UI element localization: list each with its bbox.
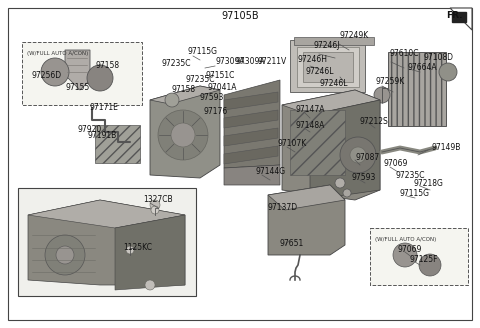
Text: (W/FULL AUTO A/CON): (W/FULL AUTO A/CON) <box>27 51 88 56</box>
Text: 97610C: 97610C <box>389 49 419 57</box>
Text: 97309A: 97309A <box>216 57 246 67</box>
Polygon shape <box>450 8 472 30</box>
Text: 97148A: 97148A <box>296 121 325 131</box>
Bar <box>370 228 468 285</box>
Text: 97151C: 97151C <box>206 71 235 79</box>
Text: 97108D: 97108D <box>423 53 453 63</box>
Bar <box>290 110 345 175</box>
Text: 97105B: 97105B <box>221 11 259 21</box>
Text: 97651: 97651 <box>280 238 304 248</box>
Text: 97249K: 97249K <box>340 31 369 39</box>
Text: 97144G: 97144G <box>256 168 286 176</box>
Circle shape <box>158 110 208 160</box>
Text: 97147A: 97147A <box>295 106 324 114</box>
Circle shape <box>165 93 179 107</box>
Text: 97235C: 97235C <box>185 74 215 84</box>
Text: 97246H: 97246H <box>298 54 328 64</box>
Text: 97664A: 97664A <box>408 64 438 72</box>
Text: 97246L: 97246L <box>320 79 348 89</box>
Circle shape <box>350 147 366 163</box>
Text: 1125KC: 1125KC <box>123 242 152 252</box>
Text: 1327CB: 1327CB <box>143 195 173 204</box>
Text: 97155: 97155 <box>66 84 90 92</box>
Circle shape <box>335 178 345 188</box>
Text: (W/FULL AUTO A/CON): (W/FULL AUTO A/CON) <box>375 237 436 242</box>
Text: 97218G: 97218G <box>413 178 443 188</box>
Circle shape <box>340 137 376 173</box>
Polygon shape <box>224 92 278 110</box>
Text: 97246J: 97246J <box>313 42 339 51</box>
Text: 97041A: 97041A <box>208 83 238 92</box>
Circle shape <box>87 65 113 91</box>
Text: 97069: 97069 <box>383 159 408 169</box>
Circle shape <box>150 200 160 210</box>
Text: 97235C: 97235C <box>162 58 192 68</box>
Circle shape <box>151 206 159 214</box>
Text: 97309A: 97309A <box>236 57 265 67</box>
Polygon shape <box>115 215 185 290</box>
Bar <box>95 125 140 163</box>
Bar <box>303 52 353 82</box>
Text: 97593: 97593 <box>352 174 376 182</box>
Circle shape <box>374 87 390 103</box>
Polygon shape <box>452 12 466 22</box>
Bar <box>22 42 142 105</box>
Circle shape <box>439 63 457 81</box>
Polygon shape <box>224 80 280 168</box>
Text: 97593: 97593 <box>200 93 224 102</box>
Circle shape <box>145 280 155 290</box>
Bar <box>297 47 359 87</box>
Polygon shape <box>268 185 345 255</box>
Text: 97191B: 97191B <box>88 131 117 139</box>
Polygon shape <box>224 165 280 185</box>
Polygon shape <box>224 128 278 146</box>
Text: 97069: 97069 <box>397 244 421 254</box>
Text: 97107K: 97107K <box>277 139 306 149</box>
Polygon shape <box>150 86 220 178</box>
Polygon shape <box>268 185 345 210</box>
Text: 97158: 97158 <box>172 85 196 93</box>
Polygon shape <box>28 200 185 228</box>
Polygon shape <box>282 90 380 200</box>
Bar <box>290 40 365 92</box>
Circle shape <box>419 254 441 276</box>
Circle shape <box>126 246 134 254</box>
Text: 97211V: 97211V <box>258 57 287 67</box>
Circle shape <box>393 243 417 267</box>
Text: 97246L: 97246L <box>305 68 334 76</box>
Bar <box>388 52 446 126</box>
Circle shape <box>56 246 74 264</box>
Text: 97212S: 97212S <box>360 116 389 126</box>
Bar <box>294 37 374 45</box>
Text: 97115G: 97115G <box>187 48 217 56</box>
Circle shape <box>45 235 85 275</box>
Text: 97256D: 97256D <box>32 72 62 80</box>
Polygon shape <box>65 50 90 90</box>
Text: 97920: 97920 <box>77 125 101 133</box>
Text: 97259K: 97259K <box>376 77 405 87</box>
Text: 97087: 97087 <box>355 153 379 161</box>
Circle shape <box>171 123 195 147</box>
Text: 97115G: 97115G <box>400 189 430 197</box>
Text: 97176: 97176 <box>204 107 228 115</box>
Text: 97149B: 97149B <box>432 144 461 153</box>
Circle shape <box>343 189 351 197</box>
Text: 97158: 97158 <box>96 62 120 71</box>
Polygon shape <box>310 100 380 200</box>
Text: 97171E: 97171E <box>90 102 119 112</box>
Circle shape <box>41 58 69 86</box>
Polygon shape <box>150 86 220 104</box>
Text: 97125F: 97125F <box>409 255 437 263</box>
Polygon shape <box>28 200 185 285</box>
Text: 97137D: 97137D <box>268 202 298 212</box>
Bar <box>18 188 196 296</box>
Text: 97235C: 97235C <box>396 171 425 179</box>
Polygon shape <box>224 110 278 128</box>
Polygon shape <box>224 146 278 164</box>
Polygon shape <box>282 90 380 115</box>
Text: FR.: FR. <box>446 11 463 20</box>
